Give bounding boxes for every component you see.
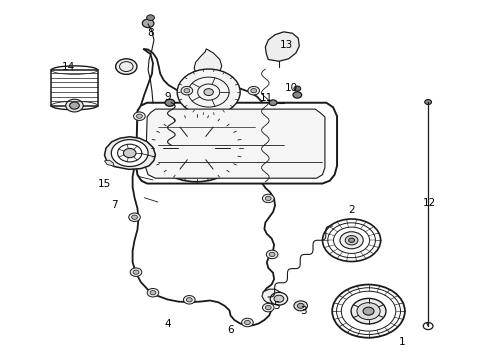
Text: 1: 1	[399, 337, 406, 347]
Circle shape	[245, 320, 250, 325]
Circle shape	[111, 140, 148, 167]
Circle shape	[293, 92, 302, 98]
Circle shape	[150, 291, 156, 295]
Circle shape	[297, 303, 304, 308]
Circle shape	[425, 100, 432, 104]
Circle shape	[204, 89, 213, 95]
Circle shape	[263, 303, 274, 312]
Circle shape	[142, 19, 154, 28]
Text: 8: 8	[147, 28, 154, 38]
Circle shape	[184, 89, 190, 93]
Circle shape	[129, 213, 140, 221]
Polygon shape	[104, 137, 155, 169]
Circle shape	[266, 306, 271, 310]
Circle shape	[251, 89, 257, 93]
Circle shape	[363, 307, 374, 315]
Circle shape	[133, 270, 139, 274]
Circle shape	[165, 99, 175, 106]
Circle shape	[70, 102, 79, 109]
Polygon shape	[133, 49, 275, 325]
Circle shape	[181, 86, 193, 95]
Circle shape	[423, 323, 433, 329]
Text: 6: 6	[227, 325, 234, 334]
Circle shape	[270, 292, 288, 305]
Text: 2: 2	[348, 205, 355, 215]
Circle shape	[134, 112, 145, 121]
Text: 11: 11	[260, 94, 273, 103]
Circle shape	[150, 114, 243, 182]
Circle shape	[351, 298, 386, 324]
Circle shape	[248, 86, 260, 95]
Text: 15: 15	[98, 179, 111, 189]
Circle shape	[340, 232, 363, 249]
Circle shape	[263, 194, 274, 203]
Text: 3: 3	[300, 306, 306, 316]
Circle shape	[137, 114, 142, 118]
Text: 7: 7	[111, 200, 118, 210]
Circle shape	[345, 235, 358, 245]
Polygon shape	[51, 70, 98, 105]
Polygon shape	[146, 109, 325, 178]
Circle shape	[349, 238, 354, 242]
Circle shape	[186, 298, 192, 302]
Polygon shape	[136, 103, 337, 184]
Circle shape	[267, 250, 278, 259]
Circle shape	[322, 219, 381, 261]
Polygon shape	[104, 160, 114, 167]
Polygon shape	[266, 32, 299, 61]
Text: 13: 13	[280, 40, 293, 50]
Circle shape	[130, 268, 142, 276]
Text: 5: 5	[273, 301, 280, 311]
Polygon shape	[262, 289, 283, 304]
Circle shape	[116, 59, 137, 75]
Circle shape	[357, 303, 380, 320]
Text: 9: 9	[164, 92, 171, 102]
Circle shape	[147, 15, 154, 21]
Circle shape	[266, 196, 271, 201]
Circle shape	[242, 318, 253, 327]
Circle shape	[269, 100, 277, 105]
Circle shape	[177, 69, 240, 115]
Circle shape	[274, 295, 284, 302]
Text: 4: 4	[164, 319, 171, 329]
Circle shape	[294, 86, 301, 91]
Circle shape	[66, 99, 83, 112]
Circle shape	[123, 148, 136, 158]
Circle shape	[332, 284, 405, 338]
Text: 12: 12	[422, 198, 436, 208]
Circle shape	[188, 142, 205, 154]
Text: 14: 14	[62, 62, 75, 72]
Circle shape	[147, 288, 159, 297]
Polygon shape	[194, 49, 222, 77]
Circle shape	[132, 215, 138, 219]
Circle shape	[294, 301, 308, 311]
Circle shape	[183, 296, 195, 304]
Text: 10: 10	[285, 83, 297, 93]
Circle shape	[269, 252, 275, 257]
